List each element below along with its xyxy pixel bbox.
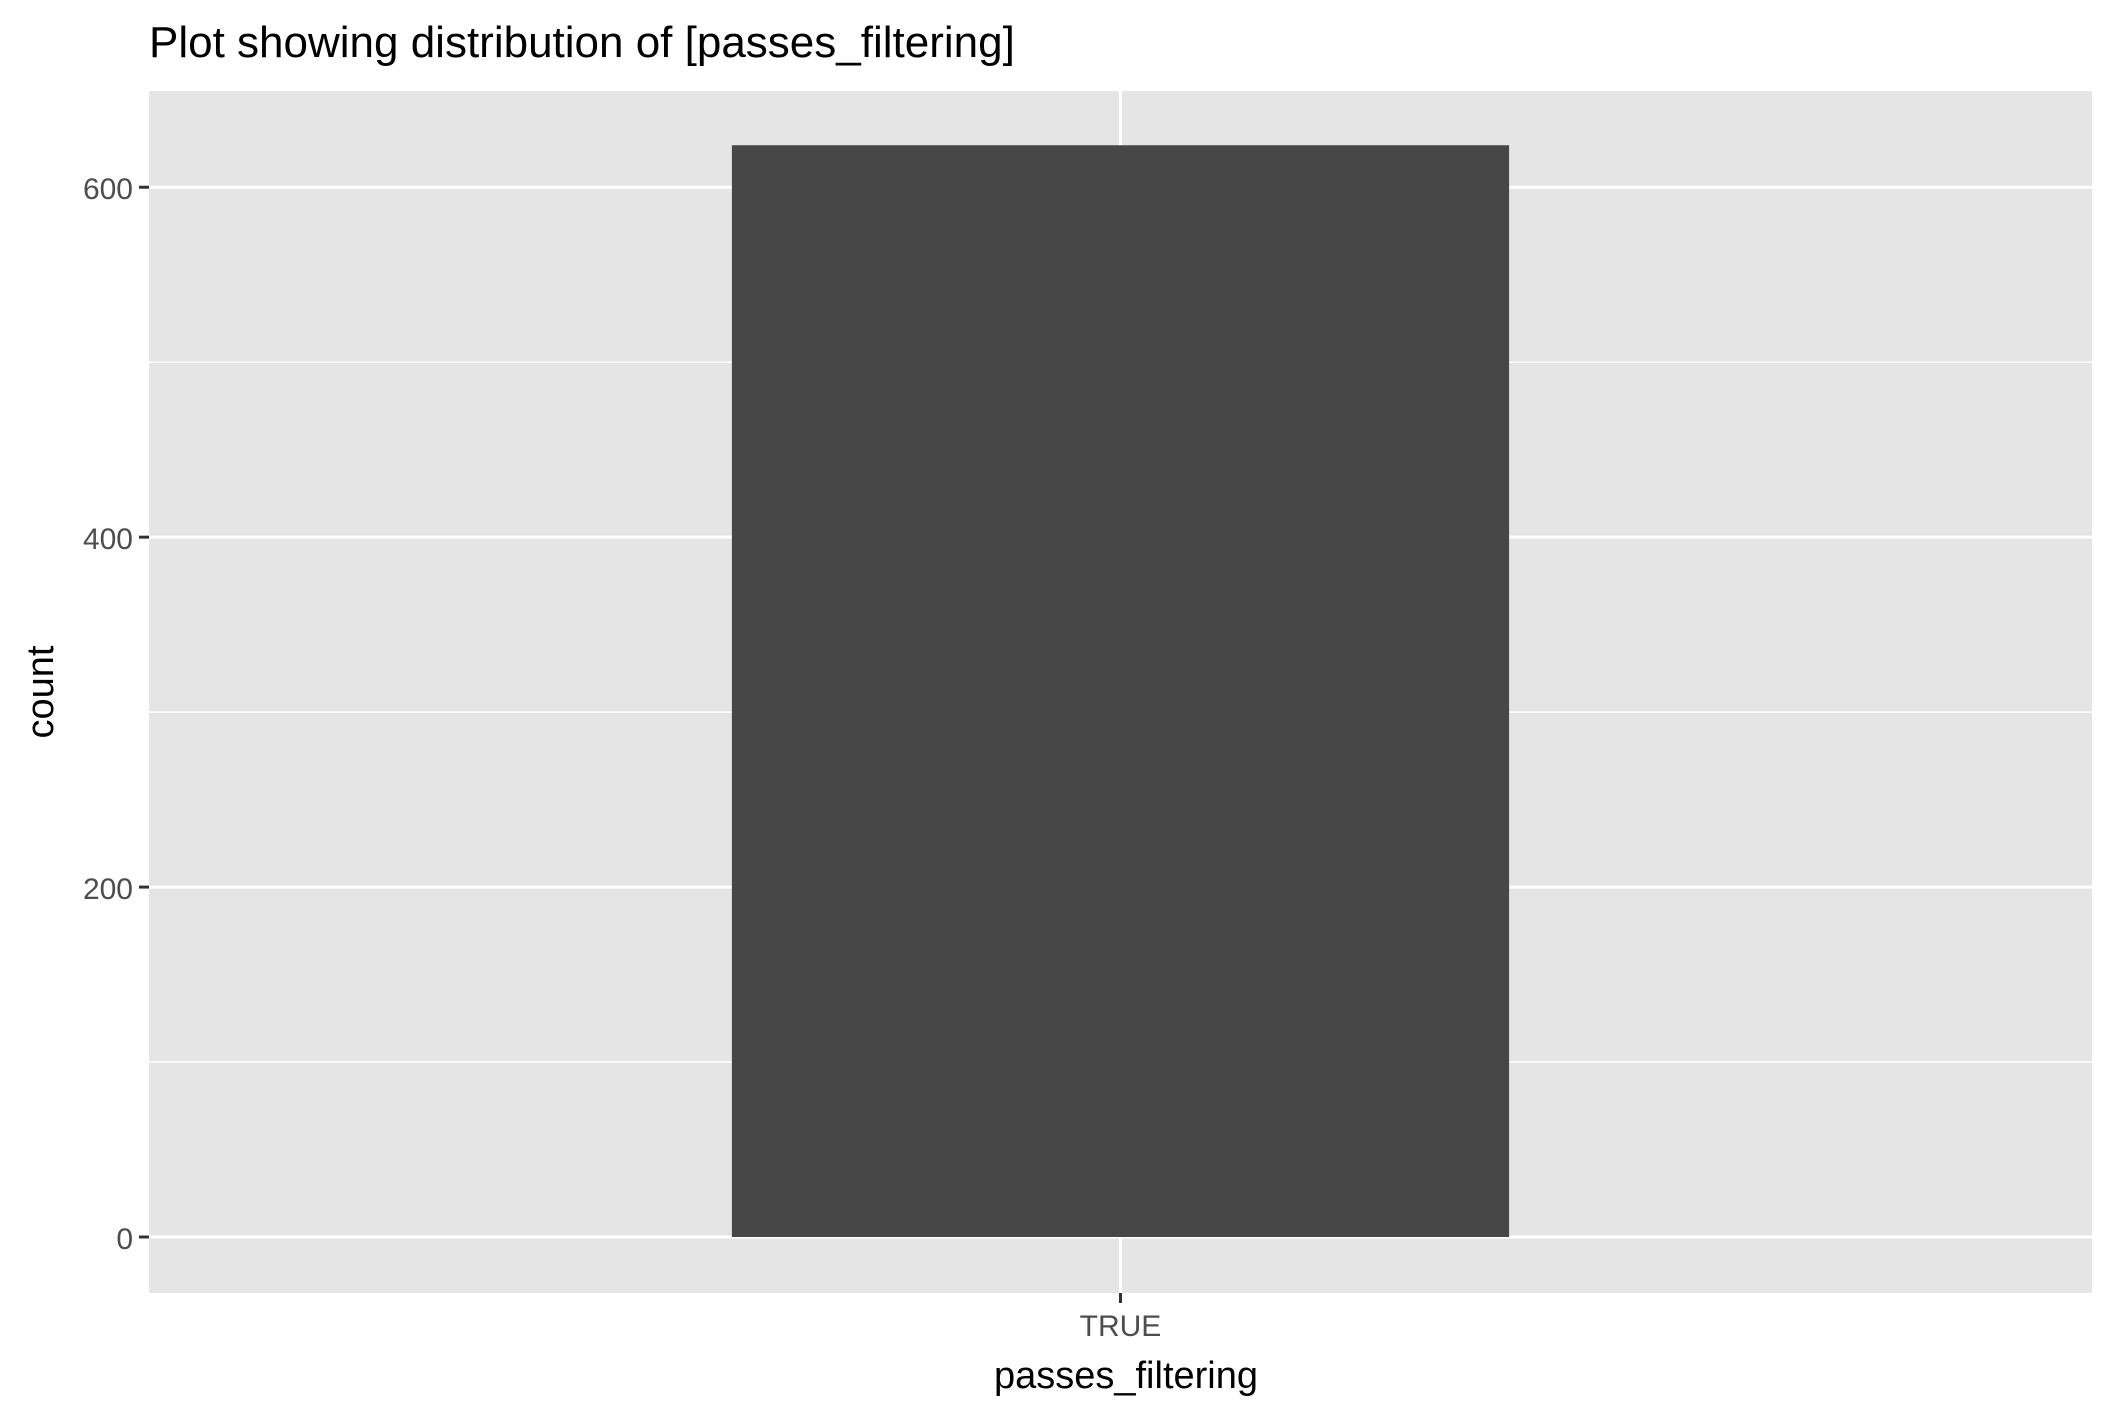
y-axis: 0 200 400 600: [83, 173, 149, 1256]
y-tick-label: 0: [116, 1223, 133, 1256]
bar-true: [731, 145, 1510, 1238]
y-tick-label: 400: [83, 523, 133, 556]
bars: [731, 145, 1510, 1238]
y-axis-label: count: [20, 645, 62, 738]
x-axis-label: passes_filtering: [994, 1355, 1258, 1397]
x-tick-label: TRUE: [1080, 1310, 1162, 1343]
chart-title: Plot showing distribution of [passes_fil…: [149, 18, 1015, 67]
x-axis: TRUE: [1080, 1293, 1162, 1343]
y-tick-label: 200: [83, 873, 133, 906]
y-tick-label: 600: [83, 173, 133, 206]
